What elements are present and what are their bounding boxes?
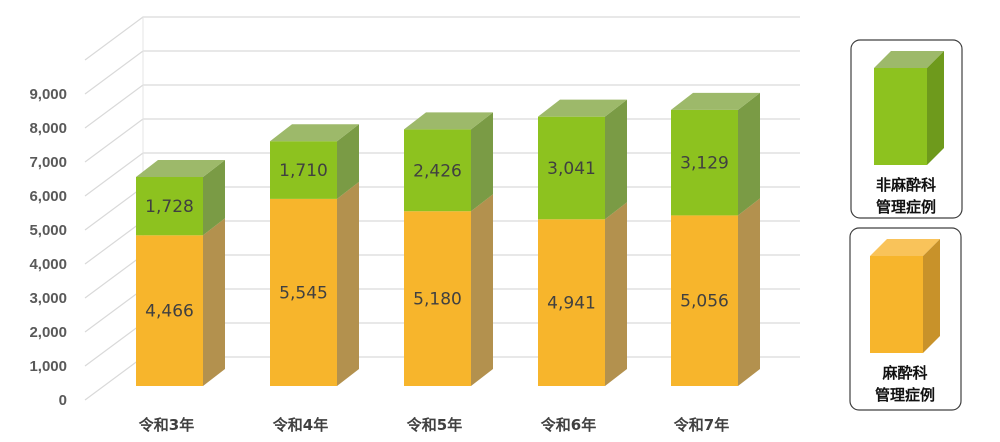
y-tick-label: 8,000 (29, 120, 67, 137)
y-tick-label: 9,000 (29, 86, 67, 103)
bar-segment-1 (136, 177, 203, 236)
y-tick-label: 4,000 (29, 256, 67, 273)
y-tick-label: 6,000 (29, 188, 67, 205)
data-label: 4,466 (145, 302, 194, 322)
bar-top (538, 99, 627, 117)
bar-segment-0 (136, 235, 203, 386)
legend-swatch-top (874, 51, 944, 68)
bar-side-1 (738, 92, 760, 216)
bar-side-0 (605, 202, 627, 386)
bar-stack-2: 5,180 2,426 (404, 112, 493, 386)
legend-label: 管理症例 (876, 198, 936, 216)
y-tick-label: 0 (59, 392, 67, 409)
category-label: 令和6年 (541, 416, 596, 434)
data-label: 5,180 (413, 290, 462, 310)
legend-swatch-top (870, 239, 940, 256)
category-label: 令和7年 (674, 416, 729, 434)
bar-segment-1 (404, 129, 471, 212)
bar-side-1 (337, 124, 359, 199)
bar-top (136, 160, 225, 177)
gridline (84, 16, 800, 61)
data-label: 3,129 (680, 154, 729, 174)
bar-stack-4: 5,056 3,129 (671, 92, 760, 386)
data-label: 1,728 (145, 197, 194, 217)
legend-label: 管理症例 (875, 386, 935, 404)
y-tick-label: 7,000 (29, 154, 67, 171)
data-label: 5,545 (279, 283, 328, 303)
data-label: 2,426 (413, 161, 462, 181)
bar-segment-0 (270, 198, 337, 386)
data-label: 1,710 (279, 161, 328, 181)
bar-top (270, 124, 359, 142)
bar-side-1 (203, 160, 225, 236)
y-tick-label: 3,000 (29, 290, 67, 307)
bar-top (404, 112, 493, 130)
legend-swatch (874, 68, 927, 165)
bar-segment-1 (671, 109, 738, 216)
bar-side-0 (471, 194, 493, 386)
bar-side-1 (605, 99, 627, 220)
bars: 4,466 1,728 5,545 1,710 5,180 2,426 4,941 3,041… (136, 92, 760, 386)
bar-stack-0: 4,466 1,728 (136, 160, 225, 386)
bar-stack-1: 5,545 1,710 (270, 124, 359, 386)
category-label: 令和3年 (139, 416, 194, 434)
data-label: 3,041 (547, 159, 596, 179)
y-axis-ticks: 0 1,000 2,000 3,000 4,000 5,000 6,000 7,000 8,00… (29, 86, 67, 409)
category-label: 令和5年 (407, 416, 462, 434)
gridline (84, 50, 800, 95)
bar-side-0 (738, 198, 760, 386)
y-tick-label: 2,000 (29, 324, 67, 341)
bar-side-0 (203, 218, 225, 386)
legend-swatch (870, 256, 923, 353)
bar-segment-0 (538, 219, 605, 386)
legend-swatch-side (927, 51, 944, 165)
data-label: 4,941 (547, 294, 596, 314)
legend-swatch-side (923, 239, 940, 353)
bar-side-1 (471, 112, 493, 212)
legend-label: 非麻酔科 (876, 176, 936, 194)
bar-segment-1 (270, 141, 337, 199)
y-tick-label: 5,000 (29, 222, 67, 239)
category-label: 令和4年 (273, 416, 328, 434)
x-axis-labels: 令和3年 令和4年 令和5年 令和6年 令和7年 (139, 416, 729, 434)
bar-segment-0 (671, 215, 738, 386)
bar-segment-1 (538, 116, 605, 220)
bar-top (671, 92, 760, 110)
bar-segment-0 (404, 211, 471, 386)
bar-stack-3: 4,941 3,041 (538, 99, 627, 386)
bar-side-0 (337, 181, 359, 386)
y-tick-label: 1,000 (29, 358, 67, 375)
legend-label: 麻酔科 (881, 364, 927, 382)
data-label: 5,056 (680, 292, 729, 312)
